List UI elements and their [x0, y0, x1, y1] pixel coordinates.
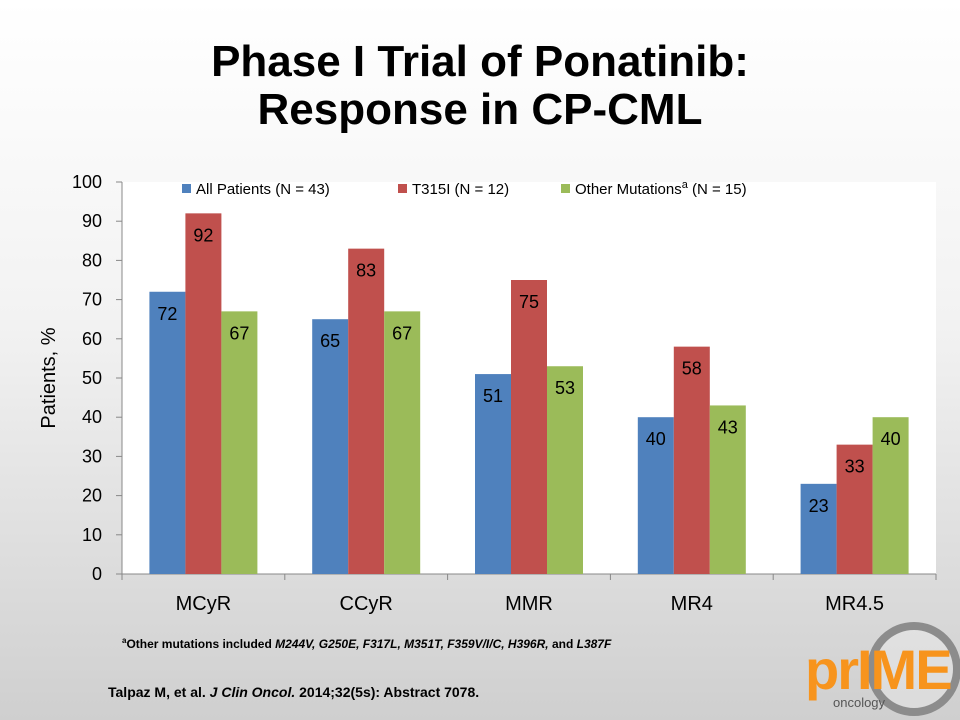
data-label: 33 — [845, 457, 865, 477]
legend-label: All Patients (N = 43) — [196, 181, 330, 198]
bar — [475, 374, 511, 574]
bar — [800, 483, 837, 574]
bar — [312, 319, 349, 574]
y-tick-label: 0 — [92, 564, 102, 584]
data-label: 43 — [718, 417, 738, 437]
citation-authors: Talpaz M, et al. — [108, 684, 210, 700]
data-label: 72 — [157, 304, 177, 324]
data-label: 58 — [682, 359, 702, 379]
prime-oncology-logo: prIME oncology — [805, 620, 960, 720]
title-line-1: Phase I Trial of Ponatinib: — [211, 37, 749, 86]
bar — [547, 366, 583, 574]
y-tick-label: 80 — [82, 250, 102, 270]
y-tick-label: 50 — [82, 368, 102, 388]
footnote-marker: a — [122, 636, 127, 645]
logo-subtext: oncology — [833, 695, 886, 710]
y-tick-label: 40 — [82, 407, 102, 427]
legend-swatch — [561, 184, 570, 193]
y-tick-label: 30 — [82, 446, 102, 466]
data-label: 51 — [483, 386, 503, 406]
legend-swatch — [182, 184, 191, 193]
bar — [836, 444, 873, 574]
bar — [348, 248, 385, 574]
logo-wordmark: prIME — [805, 638, 953, 701]
y-tick-label: 90 — [82, 211, 102, 231]
x-tick-label: MMR — [505, 593, 553, 615]
footnote-items: M244V, G250E, F317L, M351T, F359V/I/C, H… — [275, 637, 549, 651]
x-tick-label: MR4 — [671, 593, 713, 615]
data-label: 53 — [555, 378, 575, 398]
footnote-and: and — [548, 637, 577, 651]
bar — [637, 417, 674, 574]
citation-rest: 2014;32(5s): Abstract 7078. — [295, 684, 480, 700]
legend-swatch — [398, 184, 407, 193]
bar — [709, 405, 746, 574]
y-tick-label: 100 — [72, 172, 102, 192]
bar — [221, 311, 258, 574]
footnote: aOther mutations included M244V, G250E, … — [122, 636, 611, 651]
data-label: 67 — [392, 323, 412, 343]
x-tick-label: MR4.5 — [825, 593, 884, 615]
bar — [149, 291, 186, 574]
logo-circle — [867, 622, 960, 716]
slide-title: Phase I Trial of Ponatinib: Response in … — [0, 38, 960, 134]
response-bar-chart: 0 10 20 30 40 50 60 70 80 90 100 Patients, % MCyR 72 9… — [38, 172, 937, 615]
title-line-2: Response in CP-CML — [257, 85, 703, 134]
bar — [185, 213, 222, 575]
data-label: 40 — [646, 429, 666, 449]
data-label: 23 — [809, 496, 829, 516]
data-label: 65 — [320, 331, 340, 351]
citation-journal: J Clin Oncol. — [209, 684, 296, 700]
legend-label: Other Mutationsa (N = 15) — [575, 179, 747, 198]
bar — [511, 280, 547, 574]
bar — [384, 311, 421, 574]
footnote-last: L387F — [576, 637, 612, 651]
data-label: 75 — [519, 292, 539, 312]
bar — [872, 417, 909, 574]
y-tick-label: 10 — [82, 525, 102, 545]
x-tick-label: MCyR — [176, 593, 232, 615]
data-label: 83 — [356, 261, 376, 281]
legend-label: T315I (N = 12) — [412, 181, 509, 198]
x-tick-label: CCyR — [340, 593, 393, 615]
data-label: 67 — [229, 323, 249, 343]
data-label: 92 — [193, 225, 213, 245]
bar — [673, 346, 710, 574]
y-axis-label: Patients, % — [38, 327, 60, 428]
y-tick-label: 20 — [82, 486, 102, 506]
data-label: 40 — [881, 429, 901, 449]
y-tick-label: 60 — [82, 329, 102, 349]
footnote-prefix: Other mutations included — [126, 637, 276, 651]
y-tick-label: 70 — [82, 290, 102, 310]
citation: Talpaz M, et al. J Clin Oncol. 2014;32(5… — [108, 684, 479, 700]
